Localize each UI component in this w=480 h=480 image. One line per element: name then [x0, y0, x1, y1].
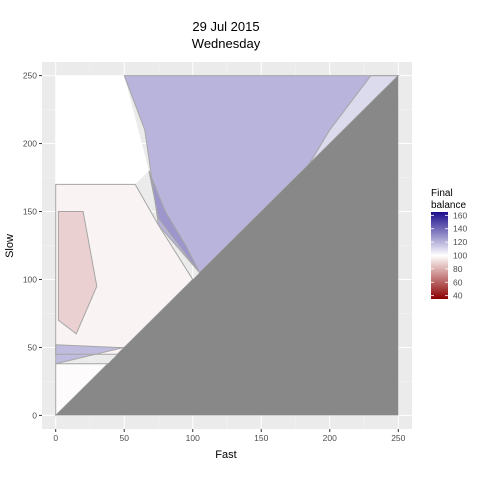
- y-tick-label: 100: [23, 274, 37, 284]
- legend-tick-label: 100: [453, 251, 467, 261]
- heatmap-region: [58, 211, 97, 334]
- y-tick-label: 250: [23, 71, 37, 81]
- x-axis-label: Fast: [215, 449, 236, 461]
- x-tick-label: 200: [323, 433, 337, 443]
- x-tick-label: 250: [391, 433, 405, 443]
- legend-colorbar: [431, 212, 448, 299]
- y-axis-ticks: 0 50 100 150 200 250: [23, 71, 42, 420]
- contour-line: [55, 363, 109, 417]
- x-tick-label: 150: [254, 433, 268, 443]
- heatmap-region: [55, 184, 193, 355]
- x-tick-label: 0: [53, 433, 58, 443]
- y-tick-label: 150: [23, 207, 37, 217]
- heatmap-region: [55, 75, 149, 185]
- legend-title-line1: Final: [431, 188, 453, 199]
- y-tick-label: 200: [23, 139, 37, 149]
- legend-tick-label: 160: [453, 210, 467, 220]
- heatmap-fill: [55, 75, 399, 416]
- masked-triangle: [55, 75, 399, 416]
- x-tick-label: 50: [119, 433, 129, 443]
- legend: Final balance 160 140 120 100 80 60 40: [431, 188, 467, 301]
- heatmap-region: [124, 75, 399, 273]
- contour-line: [123, 75, 400, 274]
- chart-subtitle: Wednesday: [192, 36, 261, 51]
- legend-ticks: 160 140 120 100 80 60 40: [431, 210, 467, 301]
- legend-title-line2: balance: [431, 200, 466, 211]
- y-axis-label: Slow: [4, 234, 16, 258]
- contour-line: [148, 170, 201, 273]
- legend-tick-label: 140: [453, 224, 467, 234]
- y-tick-label: 0: [32, 410, 37, 420]
- x-axis-ticks: 0 50 100 150 200 250: [53, 429, 406, 443]
- contour-line: [57, 211, 98, 335]
- legend-tick-label: 80: [453, 264, 463, 274]
- x-tick-label: 100: [186, 433, 200, 443]
- legend-tick-label: 120: [453, 237, 467, 247]
- legend-tick-label: 40: [453, 291, 463, 301]
- legend-tick-label: 60: [453, 277, 463, 287]
- chart-title: 29 Jul 2015: [192, 19, 259, 34]
- contour-lines: [55, 75, 400, 417]
- y-tick-label: 50: [28, 342, 38, 352]
